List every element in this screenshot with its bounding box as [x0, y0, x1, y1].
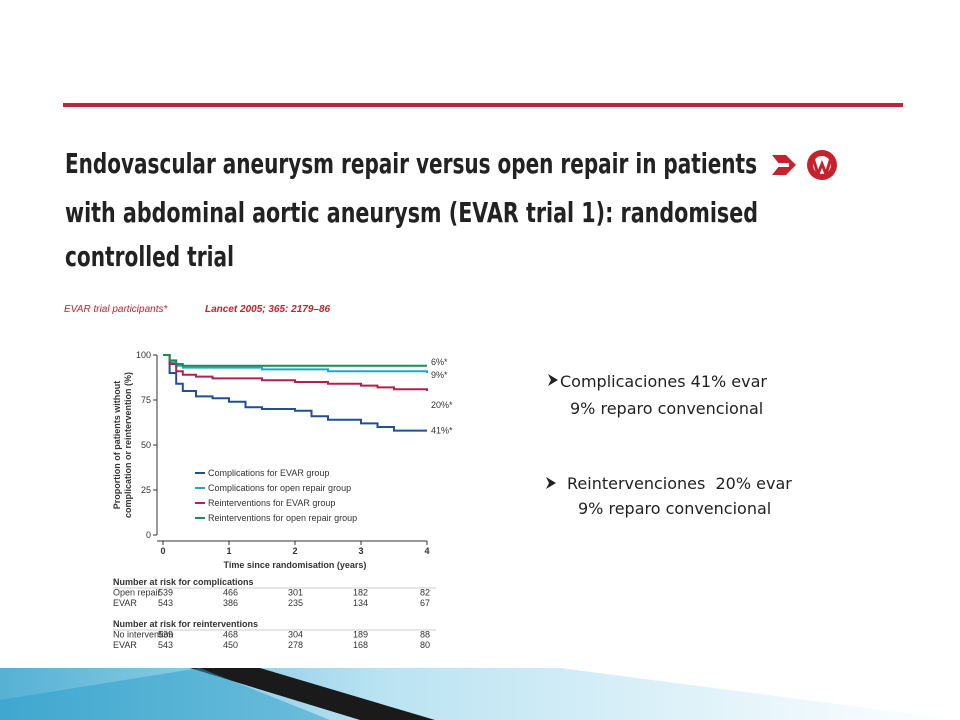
x-tick-label: 4	[424, 546, 429, 556]
journal-logo	[772, 150, 837, 180]
table-cell: EVAR	[113, 598, 137, 608]
bullet-sub: 9% reparo convencional	[578, 499, 771, 518]
table-cell: 134	[353, 598, 368, 608]
bullet: Complicaciones 41% evar	[560, 372, 767, 391]
table-cell: 168	[353, 640, 368, 650]
legend-label: Complications for open repair group	[208, 483, 351, 493]
y-tick-label: 25	[141, 485, 151, 495]
table-cell: Open repair	[113, 588, 161, 598]
table-cell: 88	[420, 630, 430, 640]
table-cell: 386	[223, 598, 238, 608]
table-cell: 82	[420, 588, 430, 598]
title-line: with abdominal aortic aneurysm (EVAR tri…	[65, 196, 758, 229]
legend-label: Reinterventions for EVAR group	[208, 498, 335, 508]
series-line	[163, 354, 428, 373]
y-tick-label: 50	[141, 440, 151, 450]
table-cell: 304	[288, 630, 303, 640]
end-label: 6%*	[431, 357, 448, 367]
source-left: EVAR trial participants*	[64, 304, 168, 315]
title-line: Endovascular aneurysm repair versus open…	[65, 147, 757, 180]
table-cell: 543	[158, 598, 173, 608]
footer-decoration	[0, 668, 960, 720]
bullet-sub: 9% reparo convencional	[570, 399, 763, 418]
x-tick-label: 1	[226, 546, 231, 556]
bullet-arrow	[548, 374, 558, 386]
x-tick-label: 2	[292, 546, 297, 556]
x-tick-label: 0	[160, 546, 165, 556]
y-tick-label: 100	[136, 350, 151, 360]
series-line	[163, 354, 427, 432]
chart: 0 25 50 75 100 0 1 2 3 4 Time since randomisation …	[112, 350, 453, 570]
table-title: Number at risk for reinterventions	[113, 619, 258, 629]
table-cell: 466	[223, 588, 238, 598]
table-cell: 182	[353, 588, 368, 598]
end-label: 20%*	[431, 400, 453, 410]
x-axis-label: Time since randomisation (years)	[224, 560, 367, 570]
end-label: 9%*	[431, 370, 448, 380]
bullet: Reintervenciones 20% evar	[567, 474, 792, 493]
table-cell: 189	[353, 630, 368, 640]
source-right: Lancet 2005; 365: 2179–86	[205, 304, 331, 315]
legend-label: Reinterventions for open repair group	[208, 513, 357, 523]
y-axis-label: Proportion of patients without	[112, 381, 122, 509]
table-cell: 539	[158, 588, 173, 598]
table-cell: 543	[158, 640, 173, 650]
table-cell: 468	[223, 630, 238, 640]
bullet-arrow	[546, 477, 556, 489]
table-cell: No intervention	[113, 630, 174, 640]
table-cell: 67	[420, 598, 430, 608]
table-cell: 235	[288, 598, 303, 608]
end-label: 41%*	[431, 426, 453, 436]
legend-label: Complications for EVAR group	[208, 468, 329, 478]
series-line	[163, 354, 428, 391]
table-cell: 450	[223, 640, 238, 650]
y-tick-label: 75	[141, 395, 151, 405]
series-line	[163, 354, 427, 367]
top-rule	[63, 103, 903, 107]
table-cell: 278	[288, 640, 303, 650]
y-axis-label: complication or reintervention (%)	[123, 372, 133, 518]
table-cell: 80	[420, 640, 430, 650]
table-cell: 539	[158, 630, 173, 640]
table-cell: EVAR	[113, 640, 137, 650]
x-tick-label: 3	[358, 546, 363, 556]
y-tick-label: 0	[146, 530, 151, 540]
table-cell: 301	[288, 588, 303, 598]
title-line: controlled trial	[65, 240, 234, 273]
table-title: Number at risk for complications	[113, 577, 254, 587]
